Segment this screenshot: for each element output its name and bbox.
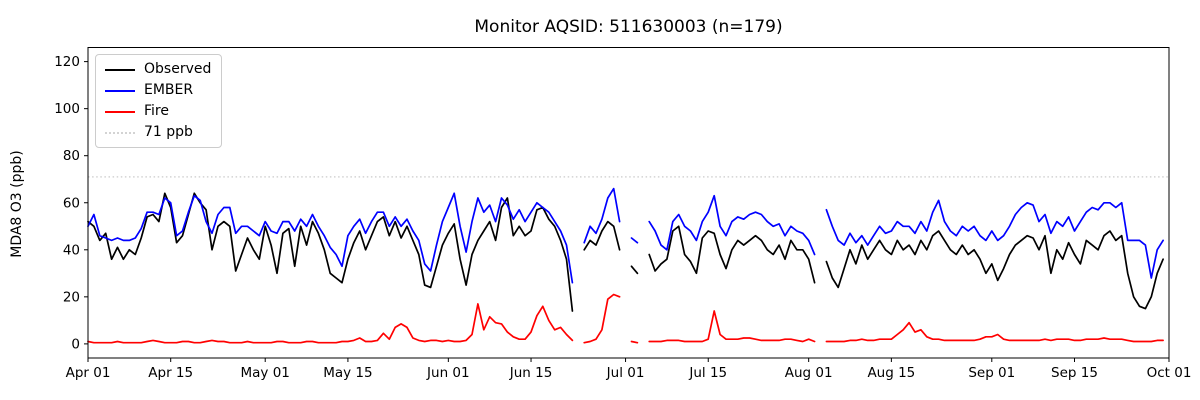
series-line-ember [87, 187, 1164, 284]
legend-label-observed: Observed [144, 61, 212, 77]
ember-line-sample [105, 89, 135, 92]
y-tick-label: 40 [63, 242, 80, 258]
chart-title: Monitor AQSID: 511630003 (n=179) [474, 17, 783, 37]
reference-line-sample [105, 131, 135, 134]
fire-line-sample [105, 110, 135, 113]
legend-entry-observed: Observed [105, 62, 211, 77]
x-tick-label: Jul 01 [606, 365, 645, 381]
legend-label-reference: 71 ppb [144, 124, 193, 140]
x-tick-label: May 01 [241, 365, 290, 381]
x-tick-label: Aug 15 [867, 365, 915, 381]
x-tick-label: Jun 01 [426, 365, 470, 381]
y-axis-label: MDA8 O3 (ppb) [9, 150, 25, 258]
legend-entry-reference: 71 ppb [105, 125, 211, 140]
x-tick-label: Jul 15 [688, 365, 727, 381]
legend: Observed EMBER Fire 71 ppb [95, 54, 223, 148]
x-tick-label: Sep 01 [968, 365, 1015, 381]
x-tick-label: Sep 15 [1051, 365, 1098, 381]
series-line-fire [87, 293, 1164, 344]
x-tick-label: May 15 [323, 365, 372, 381]
y-tick-label: 120 [54, 54, 80, 70]
y-tick-label: 80 [63, 148, 80, 164]
observed-line-sample [105, 68, 135, 71]
y-tick-label: 20 [63, 289, 80, 305]
series-line-observed [87, 192, 1164, 312]
x-tick-label: Aug 01 [785, 365, 833, 381]
y-tick-label: 0 [71, 336, 80, 352]
legend-entry-fire: Fire [105, 104, 211, 119]
x-tick-label: Oct 01 [1147, 365, 1192, 381]
legend-label-ember: EMBER [144, 82, 194, 98]
x-tick-label: Jun 15 [509, 365, 553, 381]
y-tick-label: 100 [54, 101, 80, 117]
x-tick-label: Apr 01 [66, 365, 111, 381]
x-tick-label: Apr 15 [148, 365, 193, 381]
legend-entry-ember: EMBER [105, 83, 211, 98]
legend-label-fire: Fire [144, 103, 169, 119]
y-tick-label: 60 [63, 195, 80, 211]
plot-frame [87, 47, 1170, 359]
